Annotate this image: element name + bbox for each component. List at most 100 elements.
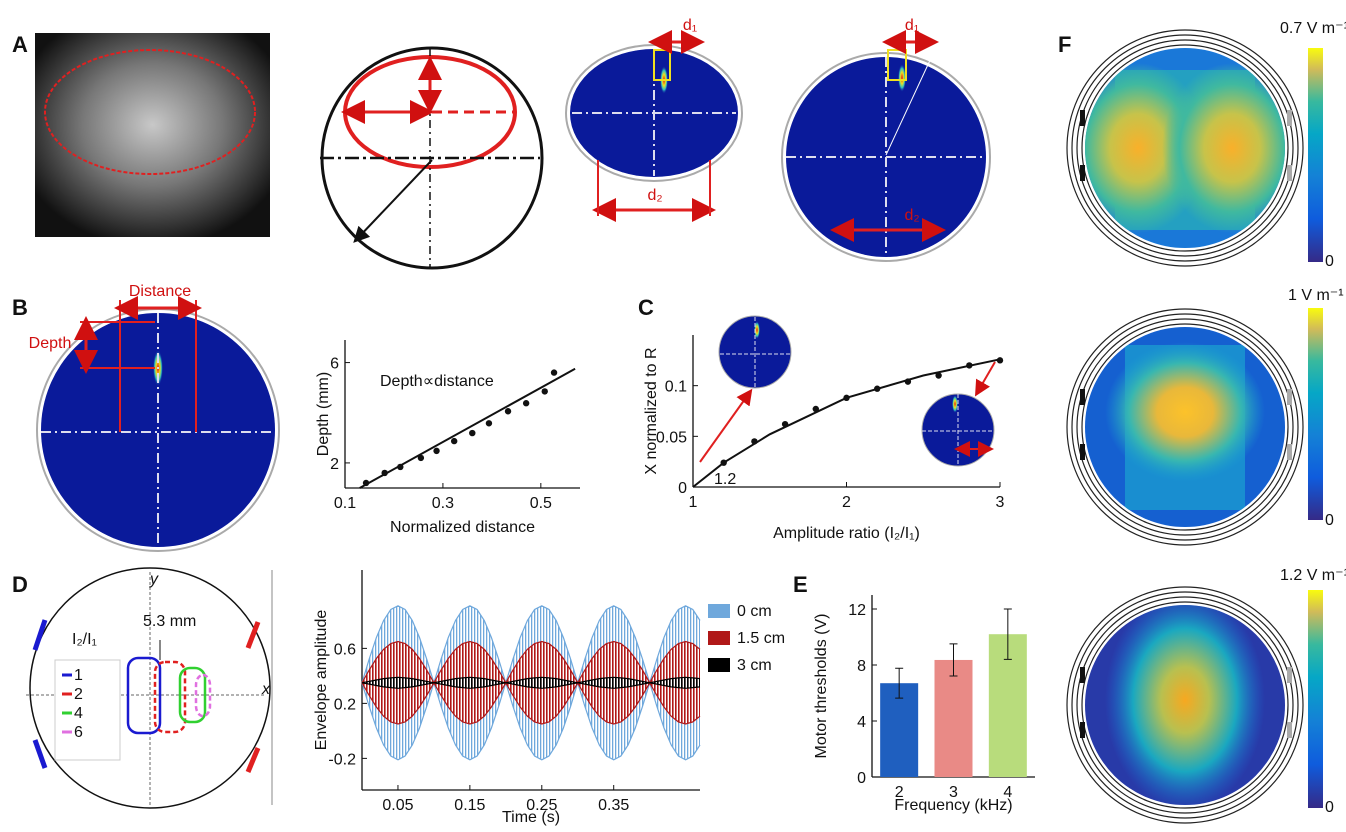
guide: [885, 55, 933, 156]
scalp-ring: [1081, 44, 1289, 252]
point: [541, 388, 548, 395]
electrode: [1080, 165, 1085, 181]
x-tick-label: 2: [842, 494, 851, 511]
electrode: [1080, 110, 1085, 126]
colorbar: [1308, 590, 1323, 808]
scalp-ring: [1071, 591, 1299, 819]
point: [469, 429, 476, 437]
electrode: [32, 739, 48, 769]
point: [550, 369, 558, 376]
x-tick-label: 0.5: [530, 495, 552, 512]
dimension-label: d₂: [904, 207, 919, 224]
point: [504, 408, 512, 415]
y-tick-label: 0.1: [665, 379, 687, 396]
envelope-lower: [361, 680, 701, 761]
electrode: [1287, 389, 1292, 405]
dimension-label: d₁: [683, 17, 697, 34]
point: [751, 438, 758, 445]
scalp-ring: [1071, 313, 1299, 541]
colorbar: [1308, 308, 1323, 520]
electrode: [1287, 110, 1292, 126]
x-tick-label: 1: [689, 494, 698, 511]
point: [362, 479, 370, 487]
scalp-ring: [1071, 34, 1299, 262]
field-map: [41, 313, 275, 547]
legend-label: 3 cm: [737, 657, 772, 674]
colorbar: [1308, 48, 1323, 262]
contour: [194, 673, 212, 718]
x-axis-label: Amplitude ratio (I₂/I₁): [773, 525, 920, 542]
envelope-upper: [361, 640, 701, 685]
legend-label: 1: [74, 667, 83, 684]
y-tick-label: -0.2: [328, 751, 356, 768]
y-axis-label: Motor thresholds (V): [813, 614, 830, 759]
legend-box: [54, 659, 121, 761]
envelope-upper: [361, 605, 701, 685]
dimension-label: d₂: [647, 187, 662, 204]
distance-label: Distance: [129, 283, 191, 300]
colorbar-max: 1.2 V m⁻¹: [1280, 567, 1346, 584]
axis-label: y: [149, 571, 159, 588]
scalp-ring: [1081, 323, 1289, 531]
arrow: [974, 361, 996, 397]
scalp-ring: [1066, 29, 1304, 267]
legend-swatch: [708, 631, 730, 645]
point: [450, 437, 458, 445]
contour: [126, 656, 162, 735]
panel-c-insets: [699, 315, 996, 467]
x-tick-label: 0.1: [334, 495, 356, 512]
colorbar-min: 0: [1325, 253, 1334, 270]
legend-label: 0 cm: [737, 603, 772, 620]
point: [843, 394, 850, 402]
scalp-ring: [1066, 308, 1304, 546]
electrode: [32, 619, 48, 651]
point: [485, 420, 493, 427]
x-tick-label: 0.05: [382, 797, 413, 814]
panel-a: d₁ d₂ d₁ d₂: [35, 17, 991, 270]
legend-swatch: [708, 658, 730, 672]
legend-swatch: [708, 604, 730, 618]
y-tick-label: 0.05: [656, 429, 687, 446]
panel-label: E: [793, 572, 808, 597]
point: [397, 463, 404, 471]
x-tick-label: 3: [949, 784, 958, 801]
x-tick-label: 0.35: [598, 797, 629, 814]
x-tick-label: 3: [996, 494, 1005, 511]
envelope-lower: [361, 682, 701, 689]
y-tick-label: 0.6: [334, 641, 356, 658]
point: [996, 357, 1004, 364]
electrode: [1287, 667, 1292, 683]
panel-f: 0.7 V m⁻¹ 0 1 V m⁻¹ 0 1.2 V m⁻¹ 0: [1066, 20, 1346, 824]
fit-line: [359, 367, 576, 489]
contour: [178, 666, 207, 724]
x-tick-label: 0.25: [526, 797, 557, 814]
point: [720, 459, 727, 466]
colorbar-max: 1 V m⁻¹: [1288, 287, 1344, 304]
panel-label: A: [12, 32, 28, 57]
electrode: [245, 747, 261, 773]
envelope-upper: [361, 676, 701, 684]
panel-d-diagram: y x 5.3 mm I₂/I₁ 1 2 4 6: [26, 567, 273, 809]
hotspot: [952, 395, 958, 413]
electrode: [1287, 722, 1292, 738]
contour: [153, 660, 187, 734]
spacing-label: 5.3 mm: [143, 613, 196, 630]
mri-image: [35, 33, 270, 237]
y-tick-label: 0.2: [334, 696, 356, 713]
electrode: [1080, 444, 1085, 460]
point: [966, 362, 973, 369]
head-circle: [29, 567, 271, 809]
point: [812, 405, 819, 413]
legend-label: 1.5 cm: [737, 630, 785, 647]
y-tick-label: 0: [857, 770, 866, 787]
point: [433, 447, 440, 455]
panel-label: C: [638, 295, 654, 320]
bar: [880, 683, 919, 777]
envelope-fill: [362, 677, 700, 689]
arrow: [353, 159, 433, 243]
y-axis-label: Envelope amplitude: [313, 610, 330, 751]
electrode: [1080, 389, 1085, 405]
electrode: [1287, 165, 1292, 181]
annotation: Depth∝distance: [380, 373, 494, 390]
y-tick-label: 6: [330, 356, 339, 373]
